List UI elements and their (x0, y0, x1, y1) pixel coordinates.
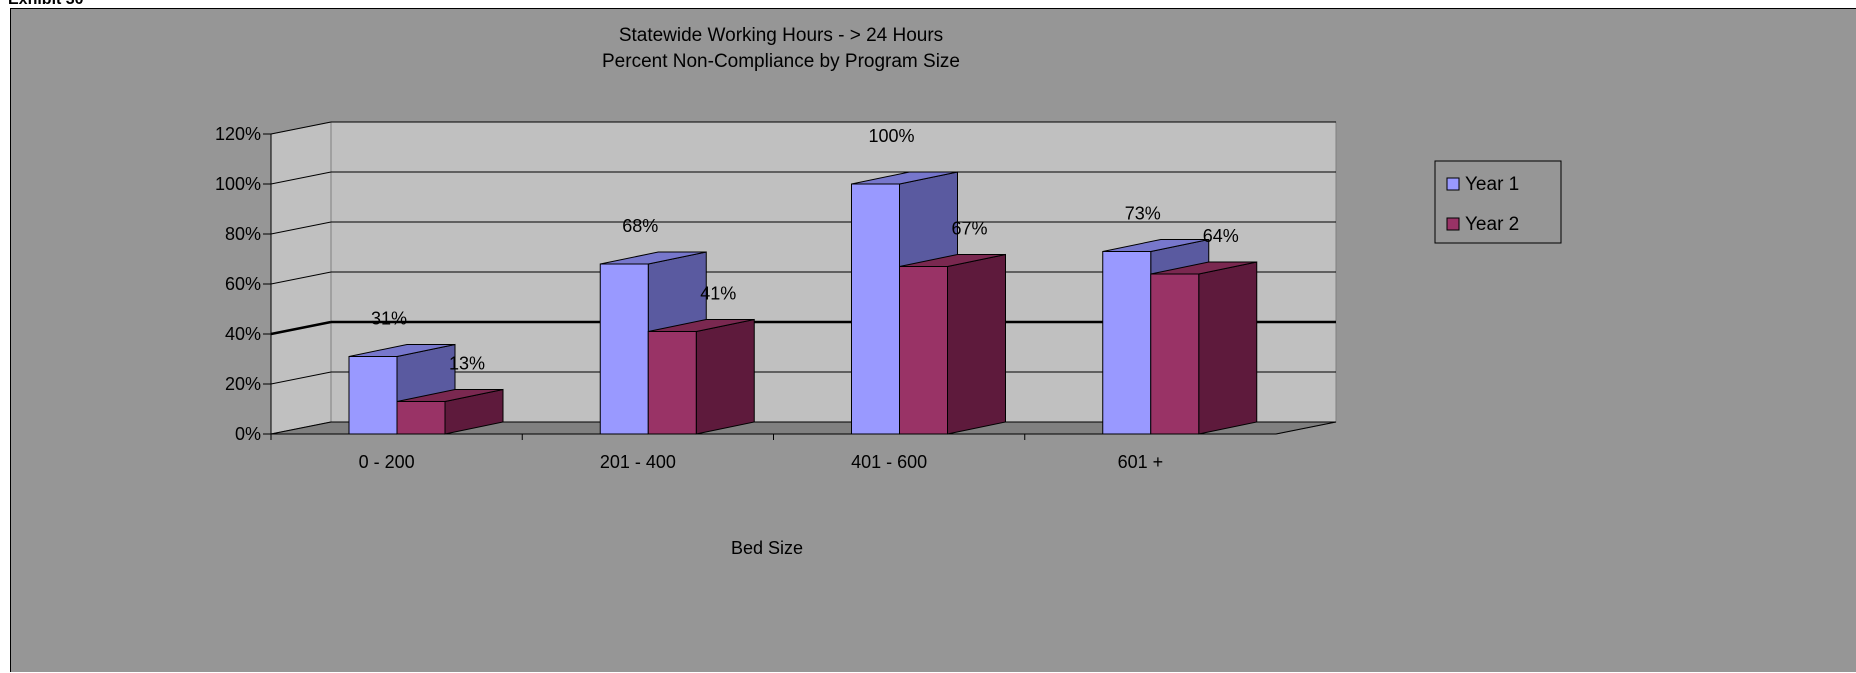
chart-area: Statewide Working Hours - > 24 Hours Per… (10, 8, 1856, 672)
gridline-side (270, 171, 332, 185)
x-axis-end (1275, 421, 1337, 435)
y-tick-label: 80% (225, 224, 261, 244)
x-tick-label: 401 - 600 (851, 452, 927, 472)
data-label: 13% (449, 354, 485, 374)
gridline-side (270, 121, 332, 135)
y-tick-label: 100% (215, 174, 261, 194)
legend-label: Year 1 (1465, 174, 1519, 195)
exhibit-label: Exhibit 30 (8, 0, 84, 9)
data-label: 41% (700, 284, 736, 304)
bar (1150, 273, 1200, 435)
gridline-side (270, 320, 332, 336)
data-label: 64% (1203, 226, 1239, 246)
data-label: 31% (371, 309, 407, 329)
bar (348, 356, 398, 435)
data-label: 67% (951, 219, 987, 239)
bar (647, 331, 697, 435)
bar-side (1198, 261, 1258, 435)
data-label: 73% (1125, 204, 1161, 224)
bar (599, 263, 649, 435)
data-label: 100% (868, 126, 914, 146)
bar (396, 401, 446, 435)
bar (851, 183, 900, 435)
bar-side (695, 318, 755, 435)
bar-chart: Statewide Working Hours - > 24 Hours Per… (215, 25, 1562, 558)
bar (1102, 251, 1152, 435)
bar (899, 266, 948, 435)
x-tick-label: 201 - 400 (600, 452, 676, 472)
y-tick-label: 120% (215, 124, 261, 144)
bar-side (947, 253, 1006, 435)
x-tick-label: 0 - 200 (359, 452, 415, 472)
data-label: 68% (622, 216, 658, 236)
legend-swatch (1446, 217, 1460, 231)
y-tick-label: 40% (225, 324, 261, 344)
legend-label: Year 2 (1465, 214, 1519, 235)
legend-swatch (1446, 177, 1460, 191)
gridline-side (270, 421, 332, 435)
y-tick-label: 0% (235, 424, 261, 444)
gridline-side (270, 371, 332, 385)
y-tick-label: 20% (225, 374, 261, 394)
x-tick-label: 601 + (1118, 452, 1164, 472)
chart-title: Statewide Working Hours - > 24 Hours (619, 25, 943, 46)
y-tick-label: 60% (225, 274, 261, 294)
x-axis-label: Bed Size (731, 538, 803, 558)
gridline-side (270, 271, 332, 285)
gridline-side (270, 221, 332, 235)
plot-area: 0% 20% 40% 60% 80% 100% 120% 0 - 200 31% 13% 201 -… (215, 121, 1337, 472)
legend: Year 1 Year 2 (1434, 160, 1562, 244)
chart-subtitle: Percent Non-Compliance by Program Size (602, 51, 960, 72)
